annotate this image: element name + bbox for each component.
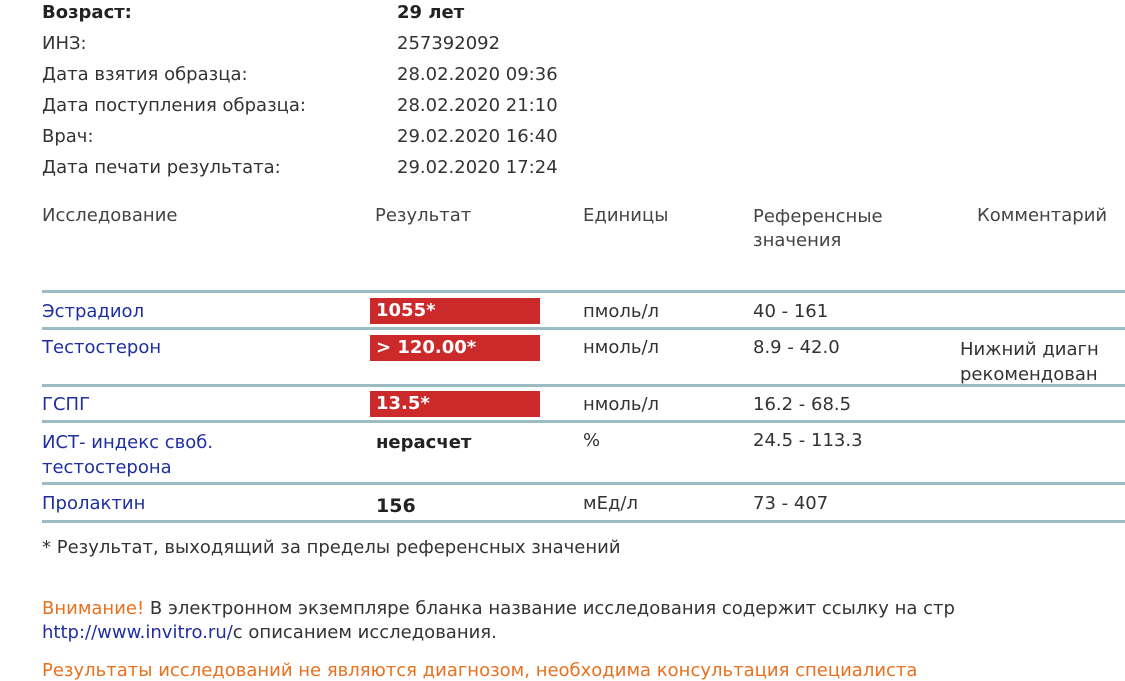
result-flagged: 13.5* <box>370 391 540 417</box>
inz-label: ИНЗ: <box>42 33 87 54</box>
divider <box>42 482 1125 485</box>
doctor-label: Врач: <box>42 126 94 147</box>
header-reference: Референсные значения <box>753 206 883 251</box>
result-flagged: > 120.00* <box>370 335 540 361</box>
inz-value: 257392092 <box>397 33 501 54</box>
test-link[interactable]: ИСТ- индекс своб. тестостерона <box>42 432 214 478</box>
divider <box>42 520 1125 523</box>
units: нмоль/л <box>583 394 660 415</box>
reference: 24.5 - 113.3 <box>753 430 863 451</box>
notice-text2: с описанием исследования. <box>232 622 497 643</box>
divider <box>42 384 1125 387</box>
result: 156 <box>376 495 416 517</box>
header-test: Исследование <box>42 205 178 226</box>
header-units: Единицы <box>583 205 669 226</box>
test-link[interactable]: Пролактин <box>42 493 146 514</box>
sample-received-label: Дата поступления образца: <box>42 95 306 116</box>
result: нерасчет <box>376 432 472 453</box>
sample-received-value: 28.02.2020 21:10 <box>397 95 558 116</box>
reference: 8.9 - 42.0 <box>753 337 840 358</box>
print-date-label: Дата печати результата: <box>42 157 281 178</box>
header-comment: Комментарий <box>977 205 1108 226</box>
reference: 40 - 161 <box>753 301 829 322</box>
reference: 16.2 - 68.5 <box>753 394 852 415</box>
units: мЕд/л <box>583 493 638 514</box>
sample-taken-value: 28.02.2020 09:36 <box>397 64 558 85</box>
doctor-value: 29.02.2020 16:40 <box>397 126 558 147</box>
reference: 73 - 407 <box>753 493 829 514</box>
attention-label: Внимание! <box>42 598 145 619</box>
divider <box>42 327 1125 330</box>
notice: Внимание! В электронном экземпляре бланк… <box>42 598 955 619</box>
units: пмоль/л <box>583 301 660 322</box>
invitro-link[interactable]: http://www.invitro.ru/ <box>42 622 233 643</box>
age-value: 29 лет <box>397 2 465 23</box>
footnote: * Результат, выходящий за пределы рефере… <box>42 537 621 558</box>
test-link[interactable]: Эстрадиол <box>42 301 145 322</box>
print-date-value: 29.02.2020 17:24 <box>397 157 558 178</box>
disclaimer: Результаты исследований не являются диаг… <box>42 660 918 681</box>
divider <box>42 420 1125 423</box>
divider <box>42 290 1125 293</box>
result-flagged: 1055* <box>370 298 540 324</box>
comment: Нижний диагн рекомендован <box>960 339 1099 385</box>
notice-text: В электронном экземпляре бланка название… <box>149 598 955 619</box>
sample-taken-label: Дата взятия образца: <box>42 64 248 85</box>
test-link[interactable]: Тестостерон <box>42 337 162 358</box>
units: % <box>583 430 601 451</box>
notice-line2: http://www.invitro.ru/с описанием исслед… <box>42 622 497 643</box>
age-label: Возраст: <box>42 2 132 23</box>
header-result: Результат <box>375 205 472 226</box>
test-link[interactable]: ГСПГ <box>42 394 91 415</box>
units: нмоль/л <box>583 337 660 358</box>
